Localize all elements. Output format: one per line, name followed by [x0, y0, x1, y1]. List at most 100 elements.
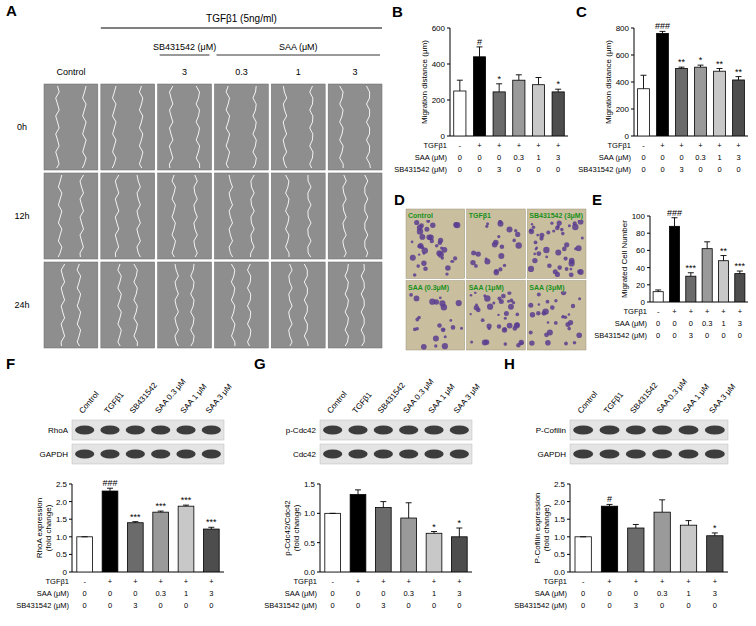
stained-cell [470, 294, 473, 297]
stained-cell [460, 327, 463, 330]
stained-cell [510, 299, 514, 303]
stained-cell [504, 317, 507, 320]
stained-cell [577, 270, 582, 275]
panel-letter: H [504, 355, 515, 372]
image-label: SAA (1μM) [469, 284, 504, 292]
blot-band [450, 450, 469, 459]
scratch-image [215, 84, 269, 170]
y-tick-label: 200 [432, 96, 446, 105]
y-tick-label: 600 [616, 51, 630, 60]
table-cell: - [459, 141, 462, 150]
table-cell: 0 [660, 153, 664, 162]
table-cell: 3 [679, 165, 683, 174]
error-stem [358, 490, 359, 495]
table-cell: + [717, 141, 722, 150]
y-tick-label: 400 [616, 78, 630, 87]
panel-letter: D [394, 191, 405, 208]
scratch-edge [304, 264, 308, 346]
marks [638, 31, 745, 136]
y-axis-title: p-Cdc42/Cdc42(fold change) [283, 500, 302, 556]
table-row-label: TGFβ1 [46, 577, 69, 586]
table-cell: 1 [536, 153, 540, 162]
significance: *** [735, 261, 746, 271]
table-cell: 0 [721, 331, 725, 340]
y-tick-label: 0 [625, 132, 630, 141]
bar [454, 91, 466, 136]
blot-band [399, 426, 418, 435]
error-bar [496, 84, 502, 92]
group-label: SAA (μM) [279, 42, 318, 52]
bar [102, 491, 118, 572]
band-label: p-Cdc42 [286, 426, 317, 435]
y-tick-label: 1.5 [304, 480, 316, 489]
stained-cell [481, 318, 485, 322]
blot-band [100, 450, 119, 459]
table-cell: 0.3 [403, 589, 413, 598]
bar [575, 537, 591, 572]
table-cell: 0 [556, 165, 560, 174]
y-axis-title: Migration distance (μm) [420, 40, 429, 124]
header-rule [101, 28, 382, 29]
table-row-label: SAA (μM) [285, 589, 318, 598]
stained-cell [529, 330, 533, 334]
stained-cell [454, 222, 460, 228]
table-row-label: SB431542 (μM) [394, 165, 447, 174]
bar [350, 495, 366, 572]
table-cell: 3 [381, 601, 385, 610]
stained-cell [516, 313, 520, 317]
y-tick-label: 0.0 [554, 568, 566, 577]
blot-band [126, 450, 145, 459]
error-cap [655, 289, 661, 290]
y-tick [567, 536, 570, 537]
y-tick-label: 80 [636, 229, 645, 238]
stained-cell [416, 264, 420, 268]
error-bar [82, 536, 88, 537]
stained-cell [421, 344, 427, 350]
microscopy-image [406, 281, 465, 351]
stained-cell [578, 297, 581, 300]
error-stem [635, 524, 636, 528]
y-tick-label: 0 [441, 132, 446, 141]
bar [127, 523, 143, 572]
stained-cell [476, 251, 481, 256]
table-cell: 3 [736, 153, 740, 162]
table-row-label: SB431542 (μM) [594, 331, 647, 340]
label-ground [407, 282, 464, 292]
panel-letter: F [6, 355, 15, 372]
table-cell: + [517, 141, 522, 150]
table-cell: 0 [641, 153, 645, 162]
stained-cell [515, 322, 520, 327]
stained-cell [552, 229, 555, 232]
stained-cell [564, 342, 568, 346]
panel-letter: C [576, 3, 587, 20]
table-cell: + [133, 577, 138, 586]
error-stem [538, 78, 539, 85]
stained-cell [423, 266, 428, 271]
y-axis-title-line: p-Cdc42/Cdc42 [283, 500, 292, 556]
scratch-edge [80, 175, 84, 257]
table-row-label: TGFβ1 [544, 577, 567, 586]
table-row-label: SB431542 (μM) [16, 601, 69, 610]
y-tick-label: 100 [632, 212, 646, 221]
table-cell: 0 [108, 601, 112, 610]
x-axis [570, 572, 728, 573]
row-label: 12h [14, 211, 29, 221]
stained-cell [528, 303, 533, 308]
y-tick [69, 536, 72, 537]
blot-band [75, 426, 94, 435]
blot-band [323, 426, 342, 435]
table-row-label: SB431542 (μM) [264, 601, 317, 610]
error-stem [643, 75, 644, 89]
stained-cell [564, 242, 569, 247]
y-axis-title: RhoA expression(fold change) [35, 498, 54, 558]
band-label: GAPDH [40, 450, 69, 459]
y-tick [647, 233, 650, 234]
bar [653, 292, 663, 302]
y-tick [317, 513, 320, 514]
table-cell: + [209, 577, 214, 586]
significance: ** [735, 67, 743, 77]
stained-cell [515, 232, 520, 237]
table-cell: + [738, 307, 743, 316]
stained-cell [536, 251, 541, 256]
error-stem [499, 84, 500, 92]
